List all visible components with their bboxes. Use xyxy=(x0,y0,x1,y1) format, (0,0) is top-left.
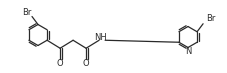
Text: O: O xyxy=(83,59,89,68)
Text: N: N xyxy=(185,47,192,56)
Text: NH: NH xyxy=(94,33,106,42)
Text: O: O xyxy=(57,59,63,68)
Text: Br: Br xyxy=(22,8,32,17)
Text: Br: Br xyxy=(206,14,215,23)
